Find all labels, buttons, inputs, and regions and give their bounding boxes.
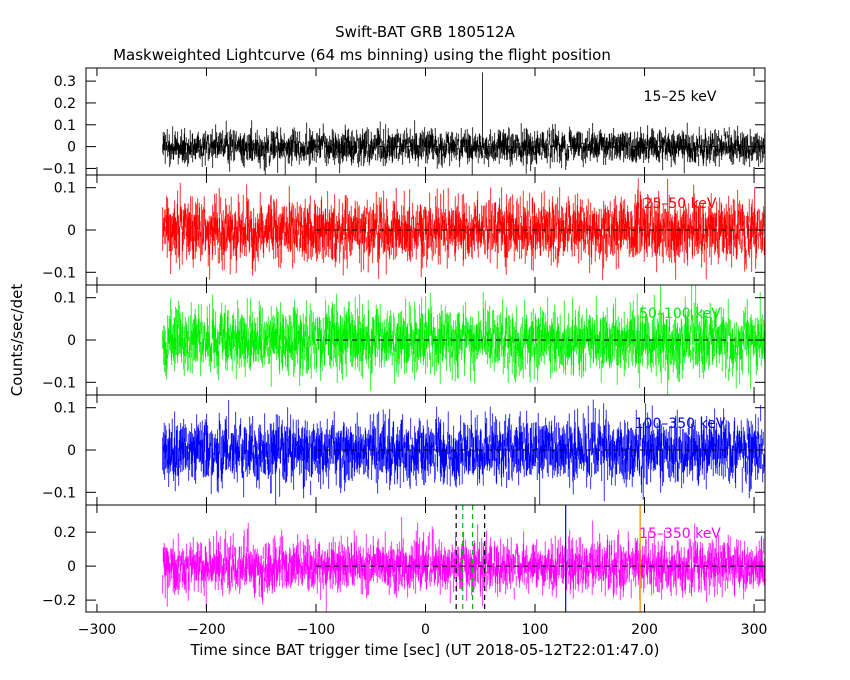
y-tick-label: 0	[67, 223, 76, 239]
x-tick-label: 0	[421, 622, 430, 638]
y-tick-label: 0.1	[54, 401, 76, 417]
panel-1: −0.1 0 0.1 0.2 0.3 15–25 keV	[42, 67, 766, 177]
x-tick-label: 200	[631, 622, 658, 638]
panel-3: −0.1 0 0.1 50–100 keV	[42, 284, 766, 396]
y-tick-label: 0	[67, 559, 76, 575]
y-tick-label: −0.1	[42, 485, 76, 501]
y-tick-label: 0.1	[54, 181, 76, 197]
y-tick-label: 0	[67, 443, 76, 459]
band-label: 100–350 keV	[635, 416, 726, 432]
x-tick-label: −300	[78, 622, 116, 638]
band-label: 25–50 keV	[644, 196, 717, 212]
band-label: 15–350 keV	[639, 526, 721, 542]
x-tick-label: 300	[741, 622, 768, 638]
x-axis-label: Time since BAT trigger time [sec] (UT 20…	[190, 641, 660, 659]
y-tick-label: −0.1	[42, 265, 76, 281]
x-tick-label: −100	[297, 622, 335, 638]
lightcurve-series-2	[162, 178, 765, 281]
panel-2: −0.1 0 0.1 25–50 keV	[42, 174, 766, 286]
chart-subtitle: Maskweighted Lightcurve (64 ms binning) …	[113, 46, 611, 64]
x-tick-label: 100	[522, 622, 549, 638]
y-axis-label: Counts/sec/det	[8, 284, 26, 397]
lightcurve-series-1	[162, 72, 765, 175]
band-label: 50–100 keV	[639, 306, 721, 322]
y-tick-label: 0	[67, 333, 76, 349]
lightcurve-series-3	[162, 285, 765, 395]
band-label: 15–25 keV	[644, 89, 717, 105]
y-tick-label: 0.1	[54, 118, 76, 134]
y-tick-label: 0	[67, 140, 76, 156]
y-tick-label: −0.1	[42, 161, 76, 177]
y-tick-label: −0.1	[42, 375, 76, 391]
y-tick-label: 0.2	[54, 525, 76, 541]
x-tick-label: −200	[187, 622, 225, 638]
panel-5: −0.2 0 0.2 15–350 keV	[42, 504, 766, 613]
chart-title: Swift-BAT GRB 180512A	[335, 23, 515, 41]
y-tick-label: 0.2	[54, 96, 76, 112]
y-tick-label: −0.2	[42, 593, 76, 609]
y-tick-label: 0.1	[54, 291, 76, 307]
lightcurve-series-4	[162, 399, 765, 505]
panel-4: −0.1 0 0.1 100–350 keV	[42, 394, 766, 506]
lightcurve-series-5	[162, 516, 765, 612]
y-tick-label: 0.3	[54, 74, 76, 90]
panels: −0.1 0 0.1 0.2 0.3 15–25 keV −0.1 0 0.1 25–50 keV…	[42, 67, 768, 638]
